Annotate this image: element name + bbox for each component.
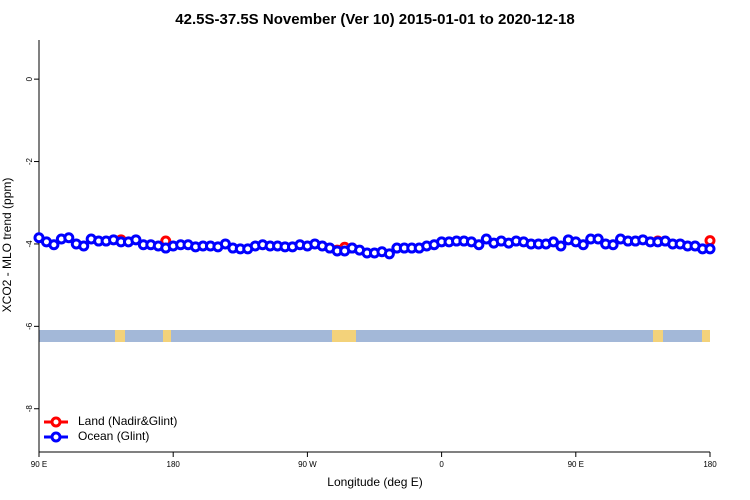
coverage-land: [702, 330, 710, 342]
chart-title: 42.5S-37.5S November (Ver 10) 2015-01-01…: [175, 11, 574, 28]
point: [48, 239, 60, 251]
legend-label: Land (Nadir&Glint): [78, 414, 177, 428]
x-tick-label: 180: [167, 460, 181, 469]
y-tick-label: -2: [25, 157, 34, 165]
x-axis-label: Longitude (deg E): [327, 475, 422, 489]
coverage-land: [653, 330, 663, 342]
coverage-land: [332, 330, 356, 342]
point: [473, 239, 485, 251]
coverage-land: [115, 330, 125, 342]
point: [78, 240, 90, 252]
point: [704, 243, 716, 255]
point: [63, 232, 75, 244]
legend-label: Ocean (Glint): [78, 429, 149, 443]
point: [130, 234, 142, 246]
point: [577, 239, 589, 251]
x-tick-label: 180: [703, 460, 717, 469]
x-tick-label: 90 E: [568, 460, 584, 469]
x-tick-label: 0: [439, 460, 444, 469]
y-tick-label: 0: [25, 76, 34, 81]
legend-marker: [50, 416, 62, 428]
y-axis-label: XCO2 - MLO trend (ppm): [0, 178, 14, 313]
point: [555, 240, 567, 252]
y-tick-label: -4: [25, 240, 34, 248]
x-tick-label: 90 E: [31, 460, 47, 469]
coverage-strip: [39, 330, 710, 342]
point: [607, 239, 619, 251]
x-tick-label: 90 W: [298, 460, 317, 469]
y-tick-label: -6: [25, 322, 34, 330]
point: [383, 248, 395, 260]
y-tick-label: -8: [25, 405, 34, 413]
point: [592, 233, 604, 245]
coverage-land: [163, 330, 171, 342]
legend-marker: [50, 431, 62, 443]
